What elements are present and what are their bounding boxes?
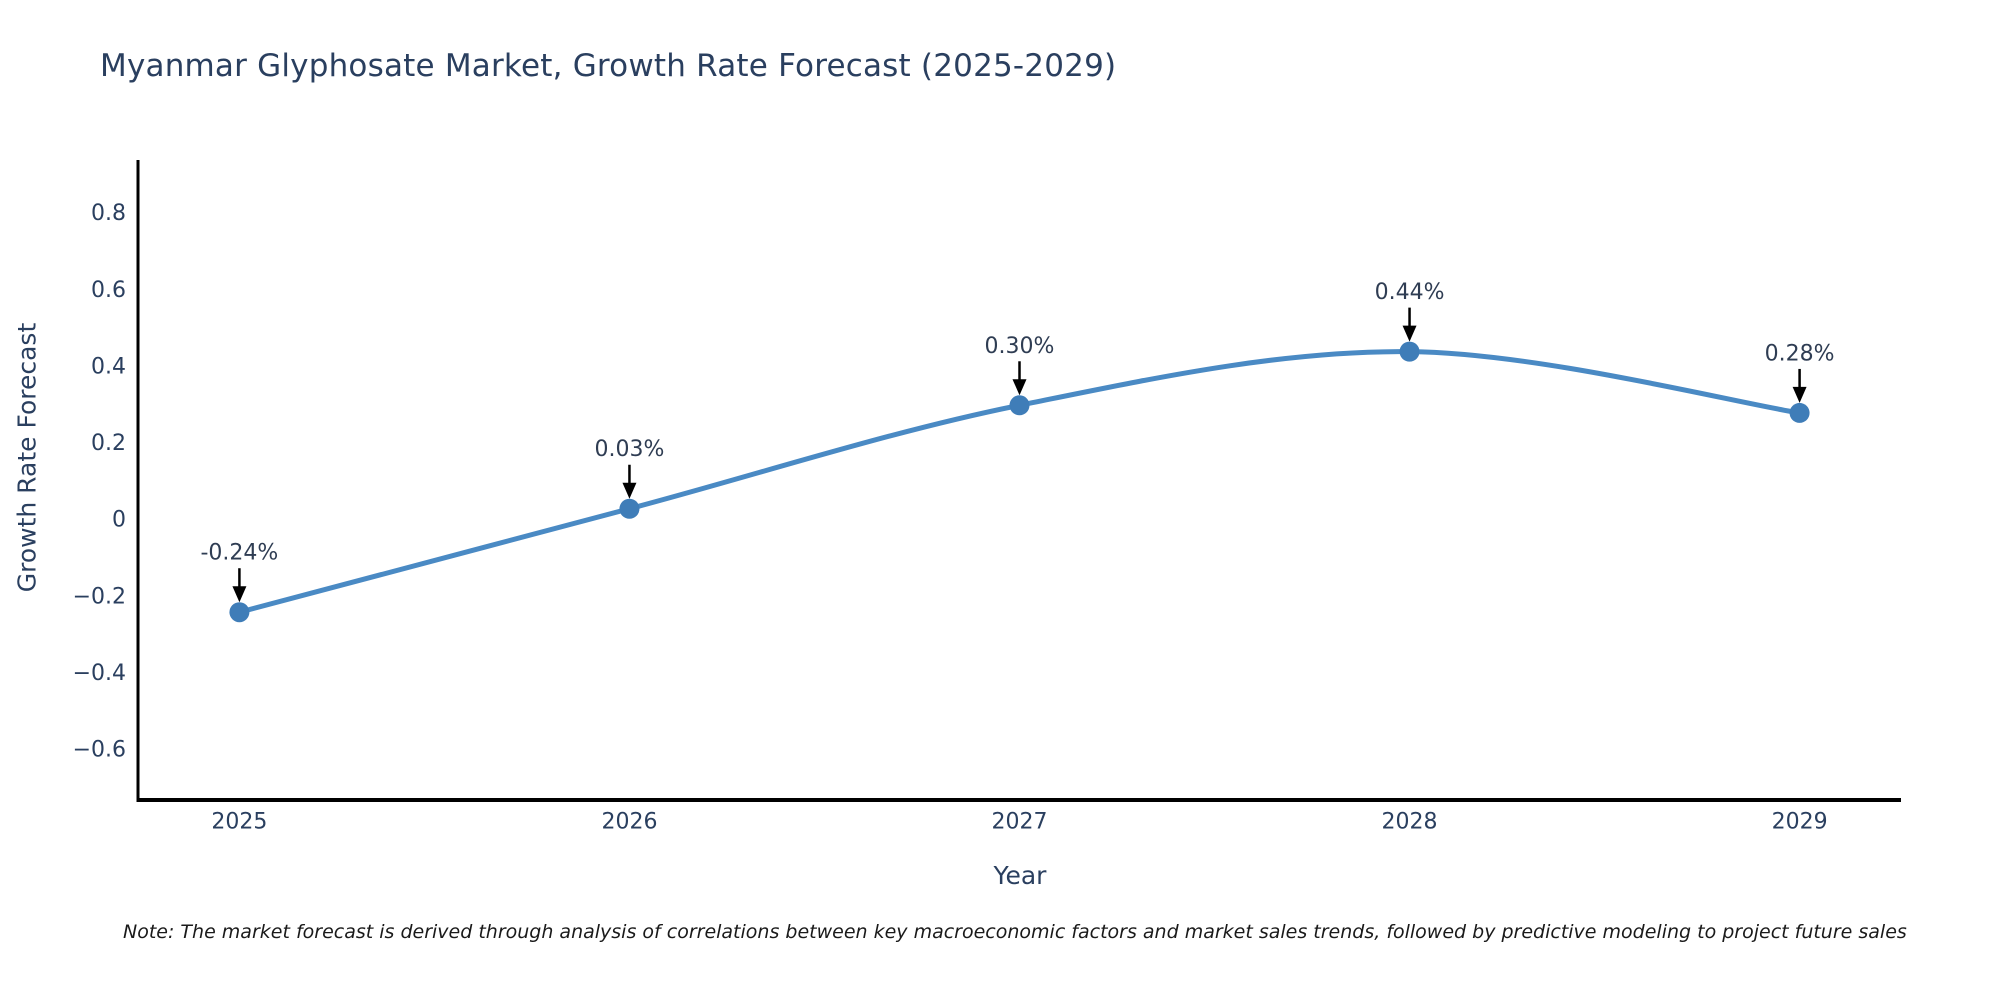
- y-axis-title: Growth Rate Forecast: [12, 322, 42, 593]
- data-point-marker: [229, 602, 250, 623]
- x-tick-label: 2027: [992, 810, 1048, 835]
- annotation-arrow-head: [622, 482, 637, 499]
- annotation-label: 0.44%: [1375, 280, 1445, 305]
- annotation-arrow-head: [1792, 386, 1807, 403]
- y-tick-label: −0.2: [73, 584, 126, 609]
- data-point-marker: [1399, 341, 1420, 362]
- chart-footnote: Note: The market forecast is derived thr…: [123, 921, 1907, 943]
- data-point-marker: [1009, 395, 1030, 416]
- annotation-label: 0.30%: [985, 334, 1055, 359]
- annotation-arrow-head: [232, 586, 247, 603]
- annotation-arrow-head: [1012, 379, 1027, 396]
- x-tick-label: 2028: [1382, 810, 1438, 835]
- annotation-arrow-head: [1402, 325, 1417, 342]
- chart-title: Myanmar Glyphosate Market, Growth Rate F…: [100, 48, 1117, 84]
- y-tick-label: −0.4: [73, 661, 126, 686]
- y-tick-label: 0.4: [91, 354, 126, 379]
- y-tick-label: 0.8: [91, 201, 126, 226]
- y-tick-label: 0.2: [91, 431, 126, 456]
- annotation-label: 0.28%: [1765, 341, 1835, 366]
- annotation-label: -0.24%: [200, 541, 278, 566]
- x-tick-label: 2025: [211, 810, 267, 835]
- data-point-marker: [619, 498, 640, 519]
- annotation-label: 0.03%: [595, 437, 665, 462]
- x-tick-label: 2029: [1772, 810, 1828, 835]
- y-tick-label: 0.6: [91, 278, 126, 303]
- x-tick-label: 2026: [601, 810, 657, 835]
- x-axis-title: Year: [993, 861, 1047, 890]
- y-tick-label: 0: [112, 508, 126, 533]
- data-point-marker: [1789, 402, 1810, 423]
- y-tick-label: −0.6: [73, 738, 126, 763]
